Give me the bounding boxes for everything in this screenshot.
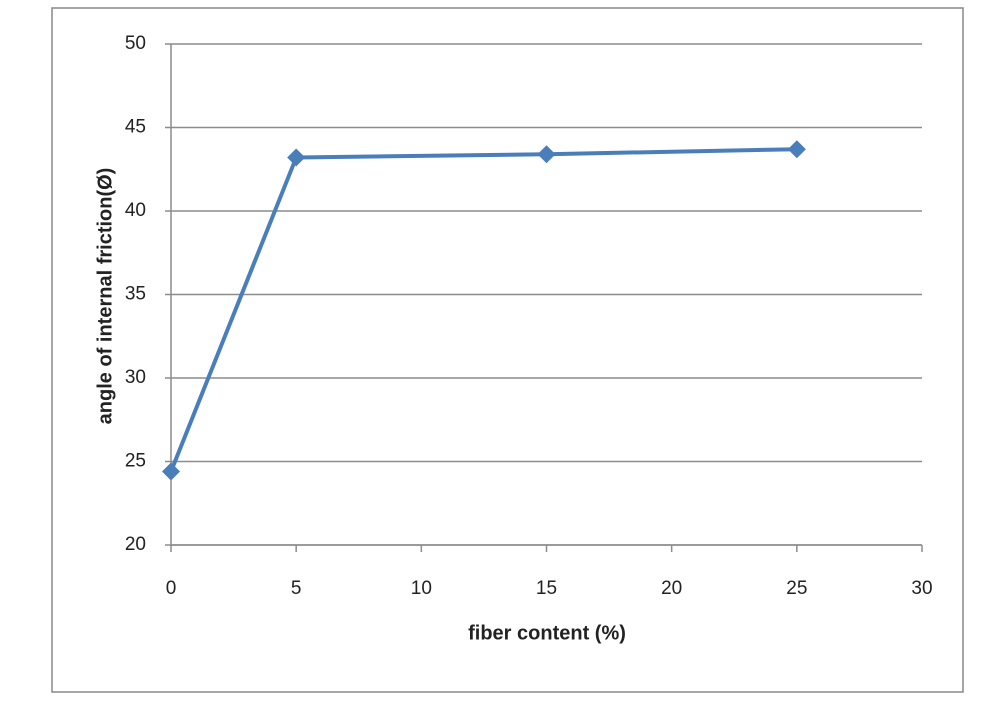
data-point — [162, 462, 180, 481]
x-tick-label: 30 — [911, 578, 932, 599]
y-axis-label: angle of internal friction(Ø) — [94, 168, 116, 425]
data-line — [169, 147, 797, 473]
y-tick-label: 50 — [125, 33, 146, 54]
x-tick-label: 5 — [291, 578, 302, 599]
chart-border — [51, 7, 964, 693]
x-tick-label: 20 — [661, 578, 682, 599]
data-point — [787, 140, 806, 159]
x-tick-label: 15 — [536, 578, 557, 599]
x-tick-label: 10 — [411, 578, 432, 599]
x-tick-label: 25 — [786, 578, 807, 599]
y-tick-label: 40 — [125, 200, 146, 221]
y-tick-label: 35 — [125, 284, 146, 305]
y-tick-label: 25 — [125, 451, 146, 472]
y-tick-label: 45 — [125, 117, 146, 138]
data-point — [287, 148, 306, 167]
x-axis-label: fiber content (%) — [468, 622, 626, 644]
y-tick-label: 20 — [125, 534, 146, 555]
x-tick-label: 0 — [166, 578, 177, 599]
y-tick-label: 30 — [125, 367, 146, 388]
data-point — [537, 145, 556, 164]
